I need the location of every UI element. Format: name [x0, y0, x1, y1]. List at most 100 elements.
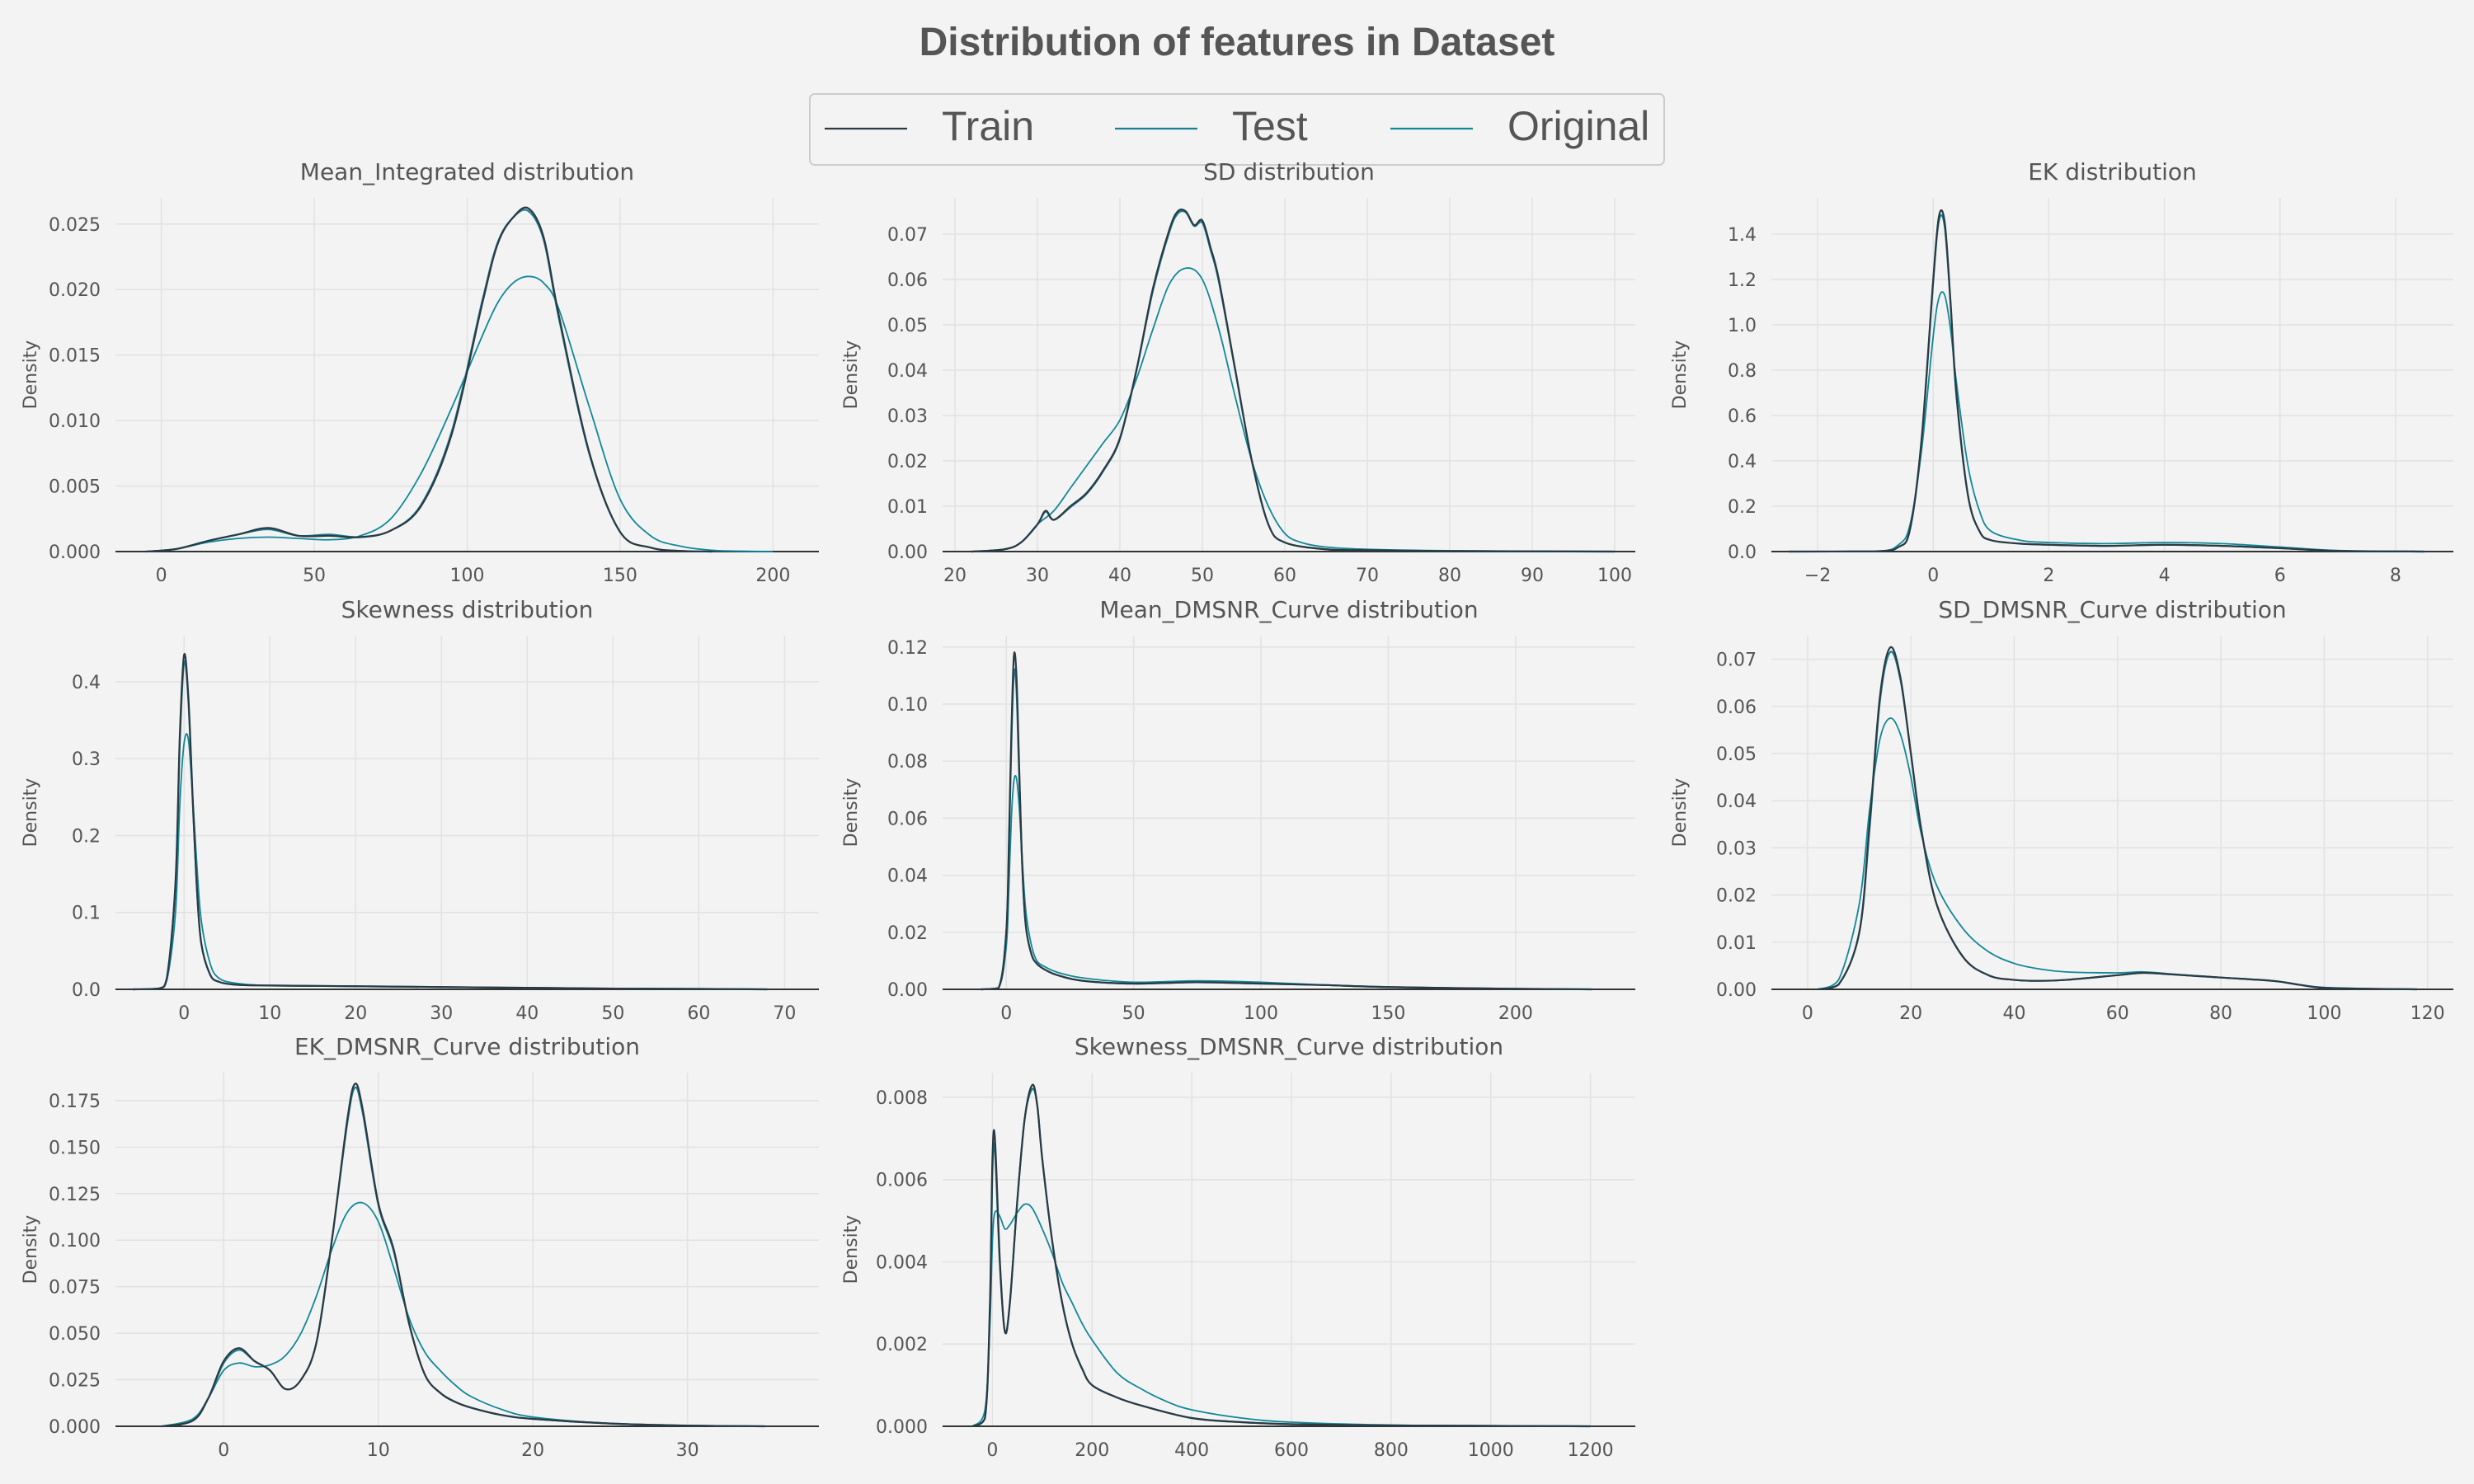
series-line-original	[162, 1201, 765, 1427]
subplot-title: Skewness_DMSNR_Curve distribution	[1075, 1033, 1503, 1060]
x-tick-label: 100	[450, 566, 485, 586]
x-tick-label: 1200	[1568, 1440, 1614, 1461]
series-line-train	[1789, 209, 2425, 553]
legend-item: Train	[825, 103, 1034, 149]
legend: Train Test Original	[809, 93, 1665, 166]
y-tick-label: 0.3	[72, 749, 101, 770]
x-tick-label: 60	[687, 1003, 710, 1024]
x-tick-label: 50	[1191, 566, 1214, 586]
x-tick-label: 30	[1026, 566, 1049, 586]
subplot: 0 10 20 30 40 50 60 70 0.0 0.1 0.2 0.3 0.4 Density Ske…	[21, 596, 819, 1024]
figure-title: Distribution of features in Dataset	[920, 21, 1555, 64]
y-tick-label: 0.075	[49, 1278, 101, 1298]
x-tick-label: 800	[1374, 1440, 1409, 1461]
y-tick-label: 0.06	[1716, 697, 1757, 718]
y-tick-label: 0.0	[1728, 542, 1757, 563]
x-tick-label: 8	[2390, 566, 2401, 586]
x-tick-label: 0	[1802, 1003, 1813, 1024]
x-tick-label: 0	[1927, 566, 1939, 586]
y-tick-label: 0.000	[49, 1417, 101, 1438]
x-tick-label: 200	[1075, 1440, 1109, 1461]
x-tick-label: 10	[367, 1440, 390, 1461]
x-tick-label: 150	[603, 566, 637, 586]
series-line-train	[981, 651, 1592, 991]
y-tick-label: 0.05	[887, 316, 928, 336]
x-tick-label: 600	[1274, 1440, 1309, 1461]
x-tick-label: 50	[303, 566, 326, 586]
series-line-original	[971, 267, 1616, 552]
x-tick-label: −2	[1804, 566, 1831, 586]
subplot-title: Mean_DMSNR_Curve distribution	[1099, 596, 1478, 623]
y-tick-label: 1.2	[1728, 270, 1757, 291]
subplot: 0 50 100 150 200 0.00 0.02 0.04 0.06 0.08 0.10 0.12…	[841, 596, 1635, 1024]
subplot-title: Skewness distribution	[341, 596, 594, 623]
series-line-original	[146, 275, 774, 552]
x-tick-label: 0	[178, 1003, 190, 1024]
y-tick-label: 0.125	[49, 1185, 101, 1205]
x-tick-label: 80	[2209, 1003, 2232, 1024]
x-tick-label: 0	[156, 566, 167, 586]
y-tick-label: 0.002	[876, 1335, 928, 1355]
subplot: 0 10 20 30 0.000 0.025 0.050 0.075 0.100 0.125 0.1…	[21, 1033, 819, 1461]
x-tick-label: 60	[1273, 566, 1296, 586]
y-tick-label: 0.1	[72, 904, 101, 924]
y-tick-label: 0.02	[887, 923, 928, 944]
x-tick-label: 40	[2002, 1003, 2025, 1024]
y-tick-label: 0.025	[49, 1371, 101, 1392]
legend-frame	[809, 93, 1665, 166]
y-tick-label: 0.020	[49, 280, 101, 301]
y-tick-label: 0.00	[1716, 980, 1757, 1001]
x-tick-label: 100	[1244, 1003, 1278, 1024]
x-tick-label: 0	[1000, 1003, 1012, 1024]
subplot-title: Mean_Integrated distribution	[300, 158, 634, 186]
y-tick-label: 0.004	[876, 1252, 928, 1273]
y-tick-label: 0.00	[887, 542, 928, 563]
y-tick-label: 0.008	[876, 1088, 928, 1109]
y-axis-label: Density	[21, 1215, 41, 1284]
subplot-title: EK_DMSNR_Curve distribution	[294, 1033, 640, 1060]
y-tick-label: 0.006	[876, 1171, 928, 1191]
x-tick-label: 50	[1122, 1003, 1145, 1024]
subplot-title: EK distribution	[2028, 158, 2197, 186]
x-tick-label: 200	[755, 566, 790, 586]
gridlines	[1771, 198, 2453, 552]
x-tick-label: 150	[1371, 1003, 1405, 1024]
x-tick-label: 30	[430, 1003, 453, 1024]
x-tick-label: 0	[218, 1440, 229, 1461]
subplot: 20 30 40 50 60 70 80 90 100 0.00 0.01 0.02 0.03 0.04 0…	[841, 158, 1635, 586]
y-tick-label: 0.000	[49, 542, 101, 563]
y-tick-label: 0.01	[1716, 933, 1757, 954]
y-axis-label: Density	[21, 778, 41, 848]
y-tick-label: 0.01	[887, 497, 928, 518]
x-tick-label: 4	[2159, 566, 2171, 586]
y-tick-label: 0.150	[49, 1138, 101, 1158]
y-tick-label: 1.0	[1728, 316, 1757, 336]
y-tick-label: 1.4	[1728, 225, 1757, 246]
y-tick-label: 0.03	[887, 406, 928, 427]
y-tick-label: 0.04	[887, 361, 928, 382]
y-tick-label: 0.025	[49, 215, 101, 236]
x-tick-label: 100	[1597, 566, 1632, 586]
x-tick-label: 100	[2307, 1003, 2341, 1024]
x-tick-label: 70	[773, 1003, 796, 1024]
y-tick-label: 0.06	[887, 270, 928, 291]
y-tick-label: 0.4	[72, 673, 101, 693]
legend-item: Test	[1115, 103, 1308, 149]
y-tick-label: 0.06	[887, 809, 928, 829]
legend-label: Original	[1507, 103, 1649, 149]
series-line-train	[162, 1082, 765, 1428]
series-line-train	[971, 208, 1616, 553]
gridlines	[943, 198, 1635, 552]
y-tick-label: 0.02	[1716, 886, 1757, 907]
y-tick-label: 0.0	[72, 980, 101, 1001]
legend-label: Train	[942, 103, 1034, 149]
y-axis-label: Density	[841, 1215, 862, 1284]
x-tick-label: 10	[258, 1003, 281, 1024]
y-tick-label: 0.6	[1728, 406, 1757, 427]
y-tick-label: 0.02	[887, 452, 928, 472]
y-tick-label: 0.005	[49, 477, 101, 498]
y-axis-label: Density	[841, 340, 862, 410]
y-axis-label: Density	[1670, 340, 1691, 410]
